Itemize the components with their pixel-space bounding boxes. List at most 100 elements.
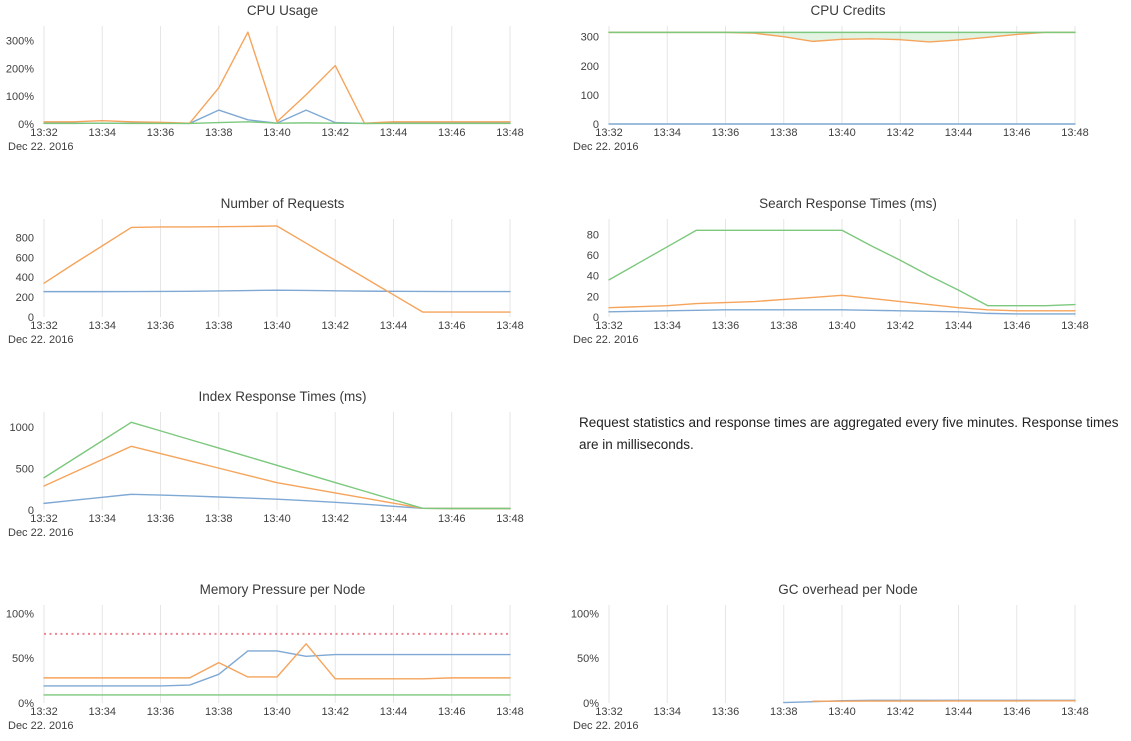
svg-text:13:36: 13:36 <box>147 127 175 139</box>
svg-text:0: 0 <box>28 505 34 517</box>
svg-text:13:34: 13:34 <box>88 127 116 139</box>
svg-text:13:38: 13:38 <box>770 320 798 332</box>
svg-text:13:36: 13:36 <box>712 320 740 332</box>
svg-text:13:48: 13:48 <box>496 513 524 525</box>
index-response-times-title: Index Response Times (ms) <box>198 389 367 404</box>
svg-text:13:38: 13:38 <box>205 706 233 718</box>
cpu-usage-chart[interactable]: 13:32 13:34 13:36 13:38 13:40 13:42 13:44 13:46… <box>0 20 565 160</box>
svg-text:600: 600 <box>16 252 34 264</box>
svg-text:0: 0 <box>28 312 34 324</box>
number-of-requests-card: Number of Requests 13:32 13:34 13:36 13:38 1… <box>0 193 565 353</box>
svg-text:13:36: 13:36 <box>712 127 740 139</box>
note-cell: Request statistics and response times ar… <box>565 386 1131 546</box>
svg-text:Dec 22. 2016: Dec 22. 2016 <box>8 720 73 732</box>
svg-text:13:46: 13:46 <box>438 706 466 718</box>
svg-text:13:44: 13:44 <box>380 320 408 332</box>
svg-text:13:46: 13:46 <box>1003 706 1031 718</box>
svg-text:200: 200 <box>16 292 34 304</box>
svg-text:13:44: 13:44 <box>380 706 408 718</box>
gc-overhead-card: GC overhead per Node 13:32 13:34 13:36 13:3… <box>565 579 1131 739</box>
svg-text:13:44: 13:44 <box>945 706 973 718</box>
svg-text:300: 300 <box>581 32 599 44</box>
search-response-times-chart[interactable]: 13:32 13:34 13:36 13:38 13:40 13:42 13:44 13:46… <box>565 213 1130 353</box>
svg-text:50%: 50% <box>577 653 599 665</box>
svg-text:13:34: 13:34 <box>88 706 116 718</box>
svg-text:13:38: 13:38 <box>770 706 798 718</box>
svg-text:13:32: 13:32 <box>595 706 623 718</box>
svg-text:13:32: 13:32 <box>595 320 623 332</box>
svg-text:Dec 22. 2016: Dec 22. 2016 <box>573 141 638 153</box>
memory-pressure-chart[interactable]: 13:32 13:34 13:36 13:38 13:40 13:42 13:44 13:46… <box>0 599 565 739</box>
svg-text:13:48: 13:48 <box>1061 706 1089 718</box>
svg-text:0: 0 <box>593 312 599 324</box>
svg-text:Dec 22. 2016: Dec 22. 2016 <box>8 527 73 539</box>
svg-text:300%: 300% <box>6 36 34 48</box>
svg-text:13:40: 13:40 <box>263 513 291 525</box>
svg-text:0%: 0% <box>18 119 34 131</box>
svg-text:13:40: 13:40 <box>828 127 856 139</box>
svg-text:20: 20 <box>587 291 599 303</box>
svg-text:13:40: 13:40 <box>828 706 856 718</box>
svg-text:500: 500 <box>16 464 34 476</box>
svg-text:40: 40 <box>587 271 599 283</box>
svg-text:0: 0 <box>593 119 599 131</box>
svg-text:13:36: 13:36 <box>147 320 175 332</box>
svg-text:13:38: 13:38 <box>205 127 233 139</box>
svg-text:13:40: 13:40 <box>263 706 291 718</box>
svg-text:13:44: 13:44 <box>945 127 973 139</box>
svg-text:13:48: 13:48 <box>1061 320 1089 332</box>
svg-text:13:46: 13:46 <box>438 513 466 525</box>
svg-text:13:32: 13:32 <box>30 513 58 525</box>
svg-text:13:42: 13:42 <box>321 320 349 332</box>
cpu-credits-chart[interactable]: 13:32 13:34 13:36 13:38 13:40 13:42 13:44 13:46… <box>565 20 1130 160</box>
svg-text:Dec 22. 2016: Dec 22. 2016 <box>8 141 73 153</box>
svg-text:13:42: 13:42 <box>886 706 914 718</box>
svg-text:13:34: 13:34 <box>88 320 116 332</box>
cpu-credits-title: CPU Credits <box>810 3 886 18</box>
index-response-times-chart[interactable]: 13:32 13:34 13:36 13:38 13:40 13:42 13:44 13:46… <box>0 406 565 546</box>
svg-text:13:42: 13:42 <box>321 127 349 139</box>
svg-text:80: 80 <box>587 229 599 241</box>
svg-text:Dec 22. 2016: Dec 22. 2016 <box>573 334 638 346</box>
svg-text:100%: 100% <box>571 608 599 620</box>
svg-text:13:34: 13:34 <box>653 320 681 332</box>
svg-text:13:44: 13:44 <box>380 513 408 525</box>
svg-text:200%: 200% <box>6 63 34 75</box>
svg-text:13:36: 13:36 <box>147 513 175 525</box>
svg-text:13:32: 13:32 <box>595 127 623 139</box>
gc-overhead-chart[interactable]: 13:32 13:34 13:36 13:38 13:40 13:42 13:44 13:46… <box>565 599 1130 739</box>
svg-text:13:42: 13:42 <box>321 706 349 718</box>
svg-text:60: 60 <box>587 250 599 262</box>
svg-text:0%: 0% <box>583 698 599 710</box>
svg-text:Dec 22. 2016: Dec 22. 2016 <box>8 334 73 346</box>
svg-text:13:44: 13:44 <box>945 320 973 332</box>
number-of-requests-chart[interactable]: 13:32 13:34 13:36 13:38 13:40 13:42 13:44 13:46… <box>0 213 565 353</box>
svg-text:13:36: 13:36 <box>147 706 175 718</box>
svg-text:13:36: 13:36 <box>712 706 740 718</box>
svg-text:800: 800 <box>16 232 34 244</box>
svg-text:13:46: 13:46 <box>1003 320 1031 332</box>
svg-text:13:42: 13:42 <box>886 320 914 332</box>
svg-text:400: 400 <box>16 272 34 284</box>
svg-text:13:48: 13:48 <box>496 320 524 332</box>
svg-text:100%: 100% <box>6 608 34 620</box>
svg-text:100%: 100% <box>6 91 34 103</box>
svg-text:1000: 1000 <box>10 422 34 434</box>
svg-text:13:32: 13:32 <box>30 127 58 139</box>
svg-text:13:46: 13:46 <box>438 127 466 139</box>
svg-text:13:38: 13:38 <box>770 127 798 139</box>
svg-text:50%: 50% <box>12 653 34 665</box>
cpu-usage-card: CPU Usage 13:32 13:34 13:36 13:38 13:40 13:42… <box>0 0 565 160</box>
svg-text:13:34: 13:34 <box>653 706 681 718</box>
svg-text:13:40: 13:40 <box>263 320 291 332</box>
svg-text:13:42: 13:42 <box>321 513 349 525</box>
index-response-times-card: Index Response Times (ms) 13:32 13:34 13:3… <box>0 386 565 546</box>
svg-text:13:48: 13:48 <box>496 127 524 139</box>
note-text: Request statistics and response times ar… <box>579 415 1119 453</box>
gc-overhead-title: GC overhead per Node <box>778 582 918 597</box>
svg-text:100: 100 <box>581 90 599 102</box>
number-of-requests-title: Number of Requests <box>220 196 345 211</box>
svg-text:13:38: 13:38 <box>205 320 233 332</box>
search-response-times-title: Search Response Times (ms) <box>759 196 937 211</box>
